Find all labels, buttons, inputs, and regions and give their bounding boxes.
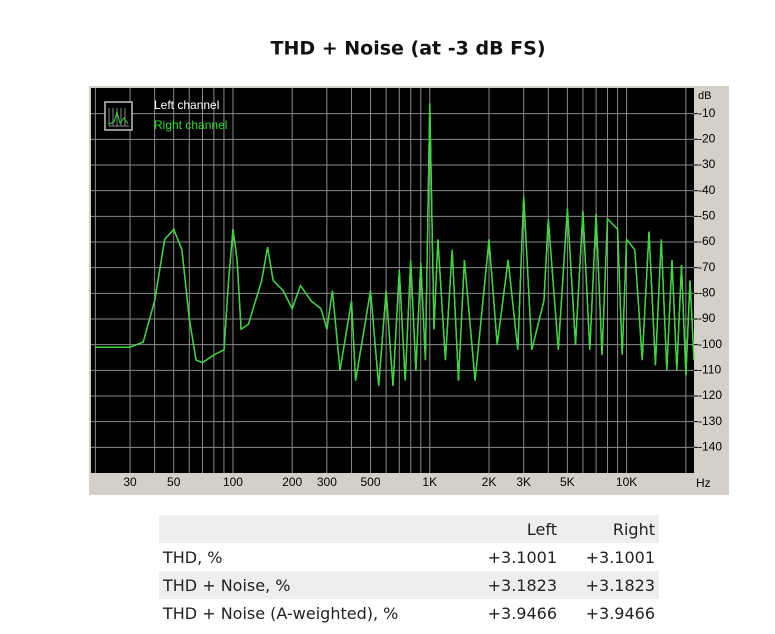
y-tick-label: -30 <box>698 157 716 171</box>
x-tick-label: 3K <box>516 475 531 489</box>
y-tick-label: -40 <box>698 183 716 197</box>
y-tick-label: -90 <box>698 311 716 325</box>
table-row: THD + Noise, % +3.1823 +3.1823 <box>159 571 659 599</box>
row-label: THD + Noise, % <box>163 575 291 595</box>
header-cell: Right <box>612 519 655 539</box>
y-axis-label: dB <box>698 90 711 102</box>
legend-icon <box>104 101 133 131</box>
x-tick-label: 5K <box>560 475 575 489</box>
cell: +3.1823 <box>585 575 655 595</box>
y-tick-label: -70 <box>698 260 716 274</box>
x-tick-label: 200 <box>282 475 302 489</box>
cell: +3.1823 <box>487 575 557 595</box>
x-tick-label: 100 <box>223 475 243 489</box>
x-tick-label: 1K <box>422 475 437 489</box>
results-table: Left Right THD, % +3.1001 +3.1001 THD + Noi… <box>159 515 659 627</box>
y-tick-label: -60 <box>698 234 716 248</box>
series-line <box>95 103 695 386</box>
x-tick-label: 50 <box>167 475 181 489</box>
legend-label: Right channel <box>154 118 227 132</box>
y-tick-label: -10 <box>698 106 716 120</box>
table-row: THD + Noise (A-weighted), % +3.9466 +3.946… <box>159 599 659 627</box>
legend-label: Left channel <box>154 98 219 112</box>
cell: +3.1001 <box>585 547 655 567</box>
y-tick-label: -80 <box>698 286 716 300</box>
x-tick-label: 2K <box>482 475 497 489</box>
header-cell <box>159 515 463 543</box>
x-axis-label: Hz <box>696 476 711 490</box>
table-header: Left Right <box>159 515 659 543</box>
table-row: THD, % +3.1001 +3.1001 <box>159 543 659 571</box>
lines <box>95 103 695 386</box>
x-tick-label: 30 <box>123 475 137 489</box>
chart: THD + Noise (at -3 dB FS) dB Hz Left cha… <box>89 38 729 495</box>
y-tick-label: -100 <box>698 337 722 351</box>
header-cell: Left <box>526 519 557 539</box>
cell: +3.9466 <box>585 603 655 623</box>
x-tick-label: 500 <box>361 475 381 489</box>
y-tick-label: -110 <box>698 363 721 377</box>
cell: +3.1001 <box>487 547 557 567</box>
y-tick-label: -120 <box>698 388 722 402</box>
y-tick-label: -20 <box>698 132 716 146</box>
legend-icon-grid <box>108 108 129 127</box>
y-tick-label: -140 <box>698 440 722 454</box>
x-tick-label: 300 <box>317 475 337 489</box>
plot-area <box>91 88 694 473</box>
cell: +3.9466 <box>487 603 557 623</box>
legend: Left channel Right channel <box>154 98 227 132</box>
x-tick-label: 10K <box>616 475 637 489</box>
legend-icon-trace <box>108 110 129 125</box>
row-label: THD + Noise (A-weighted), % <box>163 603 399 623</box>
y-tick-label: -50 <box>698 209 716 223</box>
y-tick-label: -130 <box>698 414 722 428</box>
row-label: THD, % <box>163 547 223 567</box>
chart-title: THD + Noise (at -3 dB FS) <box>270 38 545 60</box>
